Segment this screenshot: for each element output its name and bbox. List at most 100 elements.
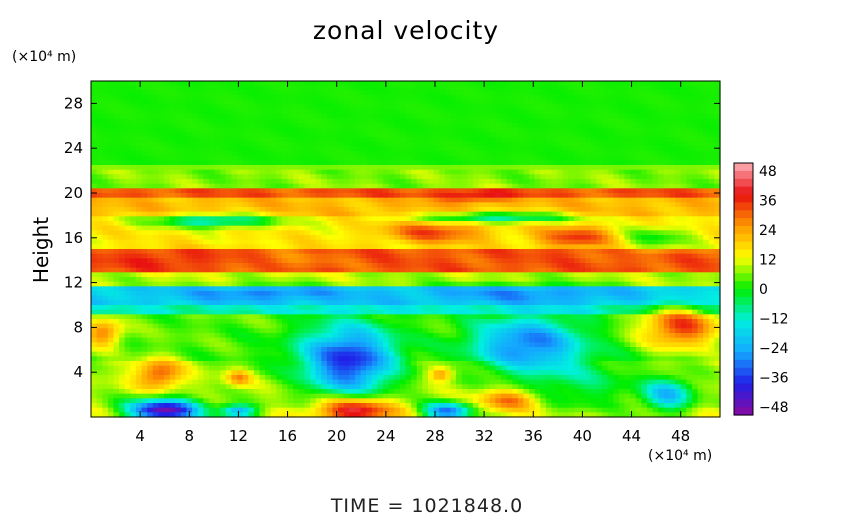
heatmap-cell — [641, 244, 648, 250]
heatmap-cell — [152, 225, 159, 231]
heatmap-cell — [383, 132, 390, 138]
heatmap-cell — [450, 137, 457, 143]
heatmap-cell — [192, 118, 199, 124]
heatmap-cell — [124, 281, 131, 287]
heatmap-cell — [265, 193, 272, 199]
heatmap-cell — [534, 253, 541, 259]
heatmap-cell — [394, 151, 401, 157]
heatmap-cell — [405, 188, 412, 194]
heatmap-cell — [338, 95, 345, 101]
heatmap-cell — [529, 253, 536, 259]
heatmap-cell — [141, 197, 148, 203]
heatmap-cell — [371, 99, 379, 105]
heatmap-cell — [405, 151, 412, 157]
heatmap-cell — [590, 249, 598, 255]
heatmap-cell — [354, 90, 362, 96]
heatmap-cell — [298, 281, 306, 287]
heatmap-cell — [298, 183, 306, 189]
heatmap-cell — [461, 137, 468, 143]
heatmap-cell — [669, 249, 676, 255]
heatmap-cell — [652, 225, 659, 231]
heatmap-cell — [557, 118, 564, 124]
heatmap-cell — [708, 239, 715, 245]
heatmap-cell — [697, 281, 704, 287]
heatmap-cell — [456, 160, 463, 166]
heatmap-cell — [422, 197, 429, 203]
heatmap-cell — [568, 281, 575, 287]
heatmap-cell — [573, 263, 581, 269]
heatmap-cell — [596, 127, 603, 133]
heatmap-cell — [714, 267, 721, 273]
heatmap-cell — [596, 230, 603, 236]
heatmap-cell — [416, 179, 423, 185]
heatmap-cell — [652, 113, 659, 119]
heatmap-cell — [444, 141, 452, 147]
heatmap-cell — [416, 263, 423, 269]
heatmap-cell — [686, 235, 693, 241]
heatmap-cell — [433, 263, 440, 269]
heatmap-cell — [203, 202, 210, 208]
heatmap-cell — [141, 127, 148, 133]
heatmap-cell — [613, 127, 620, 133]
heatmap-cell — [422, 230, 429, 236]
heatmap-cell — [714, 193, 721, 199]
heatmap-cell — [231, 174, 238, 180]
heatmap-cell — [568, 141, 575, 147]
heatmap-cell — [220, 244, 227, 250]
heatmap-cell — [557, 281, 564, 287]
heatmap-cell — [107, 225, 115, 231]
heatmap-cell — [366, 221, 373, 227]
heatmap-cell — [607, 272, 614, 278]
heatmap-cell — [461, 165, 468, 171]
heatmap-cell — [472, 235, 480, 241]
heatmap-cell — [147, 113, 154, 119]
heatmap-cell — [158, 188, 165, 194]
heatmap-cell — [208, 155, 216, 161]
heatmap-cell — [512, 155, 519, 161]
heatmap-cell — [366, 267, 373, 273]
heatmap-cell — [635, 95, 642, 101]
heatmap-cell — [332, 81, 339, 87]
heatmap-cell — [203, 281, 210, 287]
heatmap-cell — [304, 85, 311, 91]
heatmap-cell — [366, 286, 373, 292]
heatmap-cell — [102, 90, 109, 96]
heatmap-cell — [506, 160, 513, 166]
heatmap-cell — [624, 90, 631, 96]
heatmap-cell — [338, 207, 345, 213]
heatmap-cell — [534, 281, 541, 287]
heatmap-cell — [349, 113, 356, 119]
heatmap-cell — [461, 146, 468, 152]
heatmap-cell — [512, 160, 519, 166]
heatmap-cell — [354, 221, 362, 227]
heatmap-cell — [635, 137, 642, 143]
heatmap-cell — [304, 137, 311, 143]
heatmap-cell — [197, 258, 204, 264]
heatmap-cell — [686, 267, 693, 273]
heatmap-cell — [130, 239, 137, 245]
heatmap-cell — [680, 272, 687, 278]
heatmap-cell — [214, 160, 221, 166]
heatmap-cell — [562, 90, 569, 96]
heatmap-cell — [338, 141, 345, 147]
heatmap-cell — [557, 90, 564, 96]
heatmap-cell — [354, 151, 362, 157]
heatmap-cell — [624, 85, 631, 91]
heatmap-cell — [141, 81, 148, 87]
heatmap-cell — [366, 155, 373, 161]
heatmap-cell — [495, 109, 502, 115]
heatmap-cell — [467, 235, 474, 241]
heatmap-cell — [691, 104, 699, 110]
heatmap-cell — [248, 104, 255, 110]
heatmap-cell — [618, 216, 626, 222]
heatmap-cell — [680, 211, 687, 217]
heatmap-cell — [444, 109, 452, 115]
heatmap-cell — [551, 99, 558, 105]
heatmap-cell — [152, 127, 159, 133]
heatmap-cell — [596, 113, 603, 119]
heatmap-cell — [147, 211, 154, 217]
heatmap-cell — [427, 202, 435, 208]
heatmap-cell — [534, 137, 541, 143]
heatmap-cell — [517, 99, 525, 105]
heatmap-cell — [433, 267, 440, 273]
